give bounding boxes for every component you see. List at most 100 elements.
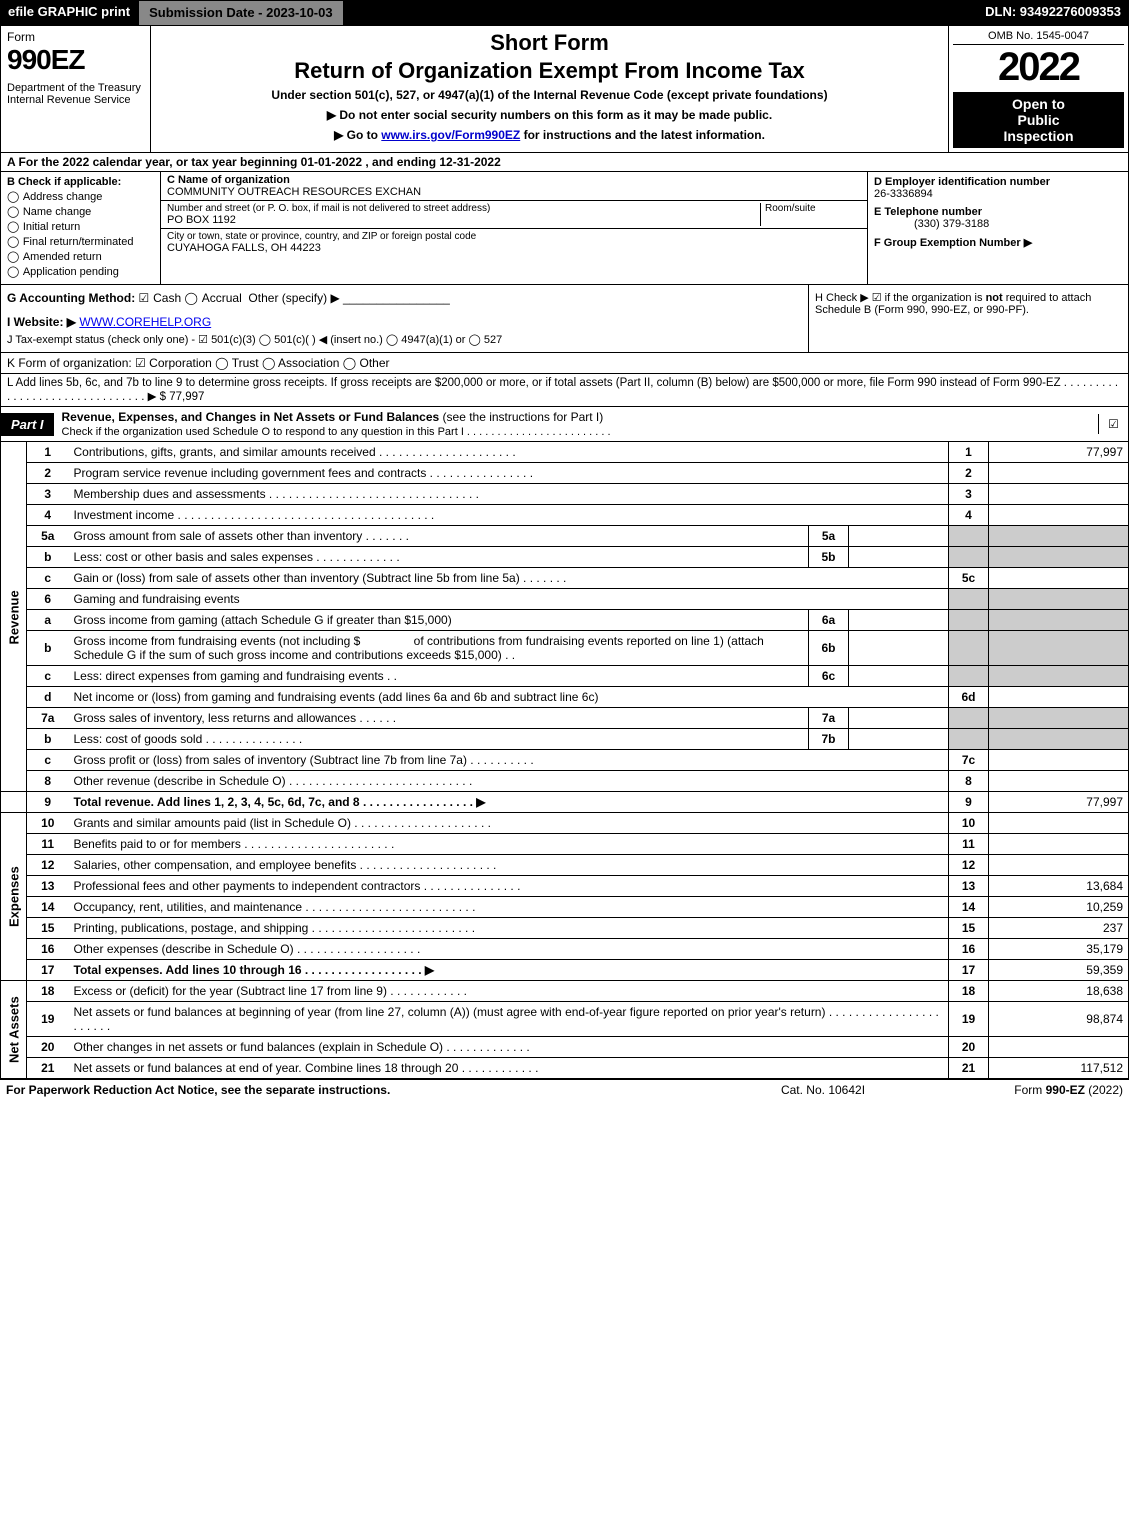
line-9-desc-text: Total revenue. Add lines 1, 2, 3, 4, 5c,…	[74, 795, 486, 809]
line-5b-desc: Less: cost or other basis and sales expe…	[69, 547, 809, 568]
submission-date-button[interactable]: Submission Date - 2023-10-03	[138, 0, 344, 26]
chk-name-change[interactable]: ◯ Name change	[7, 205, 154, 218]
line-7b-subamt	[849, 729, 949, 750]
line-5a-sub: 5a	[809, 526, 849, 547]
line-7c-desc: Gross profit or (loss) from sales of inv…	[69, 750, 949, 771]
chk-cash[interactable]: ☑	[139, 291, 154, 305]
line-7b-sub: 7b	[809, 729, 849, 750]
instruction-1: ▶ Do not enter social security numbers o…	[159, 108, 940, 122]
line-2-num: 2	[949, 463, 989, 484]
row-l-gross-receipts: L Add lines 5b, 6c, and 7b to line 9 to …	[0, 374, 1129, 407]
line-10-desc: Grants and similar amounts paid (list in…	[69, 813, 949, 834]
chk-name-change-label: Name change	[23, 206, 92, 218]
revenue-side-label: Revenue	[1, 442, 27, 792]
chk-amended-return[interactable]: ◯ Amended return	[7, 250, 154, 263]
line-5a-no: 5a	[27, 526, 69, 547]
part-i-label: Part I	[1, 413, 54, 436]
c-label: C Name of organization	[167, 174, 861, 186]
line-6a-no: a	[27, 610, 69, 631]
line-5b-subamt	[849, 547, 949, 568]
chk-application-pending[interactable]: ◯ Application pending	[7, 265, 154, 278]
footer-right-pre: Form	[1014, 1083, 1045, 1097]
line-9-num: 9	[949, 792, 989, 813]
line-20-desc: Other changes in net assets or fund bala…	[69, 1037, 949, 1058]
main-title: Return of Organization Exempt From Incom…	[159, 58, 940, 84]
c-street-cell: Number and street (or P. O. box, if mail…	[167, 203, 761, 226]
line-1-num: 1	[949, 442, 989, 463]
line-17-num: 17	[949, 960, 989, 981]
line-9-no: 9	[27, 792, 69, 813]
column-def: D Employer identification number 26-3336…	[868, 172, 1128, 284]
part-i-lines-table: Revenue 1 Contributions, gifts, grants, …	[0, 442, 1129, 1079]
line-7b-no: b	[27, 729, 69, 750]
part-i-title-bold: Revenue, Expenses, and Changes in Net As…	[62, 410, 440, 424]
part-i-check-line: Check if the organization used Schedule …	[62, 426, 611, 438]
department-label: Department of the Treasury Internal Reve…	[7, 82, 144, 106]
line-10-amount	[989, 813, 1129, 834]
line-7a-no: 7a	[27, 708, 69, 729]
line-14-no: 14	[27, 897, 69, 918]
i-label: I Website: ▶	[7, 315, 76, 329]
website-link[interactable]: WWW.COREHELP.ORG	[79, 315, 211, 329]
line-6b-sub: 6b	[809, 631, 849, 666]
expenses-side-label: Expenses	[1, 813, 27, 981]
line-6-desc: Gaming and fundraising events	[69, 589, 949, 610]
c-city-row: City or town, state or province, country…	[161, 229, 867, 256]
d-ein-row: D Employer identification number 26-3336…	[874, 176, 1122, 200]
line-16-no: 16	[27, 939, 69, 960]
chk-address-change[interactable]: ◯ Address change	[7, 190, 154, 203]
line-6-num-shaded	[949, 589, 989, 610]
chk-accrual[interactable]: ◯	[184, 291, 201, 305]
chk-initial-return[interactable]: ◯ Initial return	[7, 220, 154, 233]
footer-left: For Paperwork Reduction Act Notice, see …	[6, 1083, 723, 1097]
part-i-schedule-o-checkbox[interactable]: ☑	[1098, 414, 1128, 434]
line-6b-desc: Gross income from fundraising events (no…	[69, 631, 809, 666]
d-value: 26-3336894	[874, 188, 933, 200]
line-5a-amt-shaded	[989, 526, 1129, 547]
line-5a-desc: Gross amount from sale of assets other t…	[69, 526, 809, 547]
line-1-amount: 77,997	[989, 442, 1129, 463]
chk-application-pending-label: Application pending	[23, 266, 119, 278]
line-6d-num: 6d	[949, 687, 989, 708]
c-street-row: Number and street (or P. O. box, if mail…	[161, 201, 867, 229]
line-18-num: 18	[949, 981, 989, 1002]
line-13-num: 13	[949, 876, 989, 897]
f-label: F Group Exemption Number ▶	[874, 237, 1032, 249]
footer-right: Form 990-EZ (2022)	[923, 1083, 1123, 1097]
line-6a-amt-shaded	[989, 610, 1129, 631]
line-21-num: 21	[949, 1058, 989, 1079]
chk-amended-return-label: Amended return	[23, 251, 102, 263]
b-header-text: B Check if applicable:	[7, 176, 121, 188]
line-16-desc: Other expenses (describe in Schedule O) …	[69, 939, 949, 960]
c-label-text: C Name of organization	[167, 174, 290, 186]
line-6c-subamt	[849, 666, 949, 687]
line-12-amount	[989, 855, 1129, 876]
line-7a-subamt	[849, 708, 949, 729]
line-6c-desc: Less: direct expenses from gaming and fu…	[69, 666, 809, 687]
open-line-1: Open to	[957, 96, 1120, 112]
line-11-amount	[989, 834, 1129, 855]
header-left: Form 990EZ Department of the Treasury In…	[1, 26, 151, 152]
c-room-label: Room/suite	[765, 203, 861, 214]
line-14-amount: 10,259	[989, 897, 1129, 918]
row-i-website: I Website: ▶ WWW.COREHELP.ORG	[7, 315, 802, 329]
line-16-amount: 35,179	[989, 939, 1129, 960]
line-7c-amount	[989, 750, 1129, 771]
e-value: (330) 379-3188	[874, 218, 989, 230]
line-1-no: 1	[27, 442, 69, 463]
irs-link[interactable]: www.irs.gov/Form990EZ	[381, 128, 520, 142]
chk-final-return[interactable]: ◯ Final return/terminated	[7, 235, 154, 248]
line-5a-subamt	[849, 526, 949, 547]
line-5c-amount	[989, 568, 1129, 589]
c-city-label: City or town, state or province, country…	[167, 231, 861, 242]
line-5c-num: 5c	[949, 568, 989, 589]
line-8-no: 8	[27, 771, 69, 792]
topbar-spacer	[344, 0, 978, 26]
line-8-desc: Other revenue (describe in Schedule O) .…	[69, 771, 949, 792]
efile-label[interactable]: efile GRAPHIC print	[0, 0, 138, 26]
line-6a-num-shaded	[949, 610, 989, 631]
line-6d-amount	[989, 687, 1129, 708]
line-20-no: 20	[27, 1037, 69, 1058]
e-label: E Telephone number	[874, 206, 982, 218]
line-7a-amt-shaded	[989, 708, 1129, 729]
